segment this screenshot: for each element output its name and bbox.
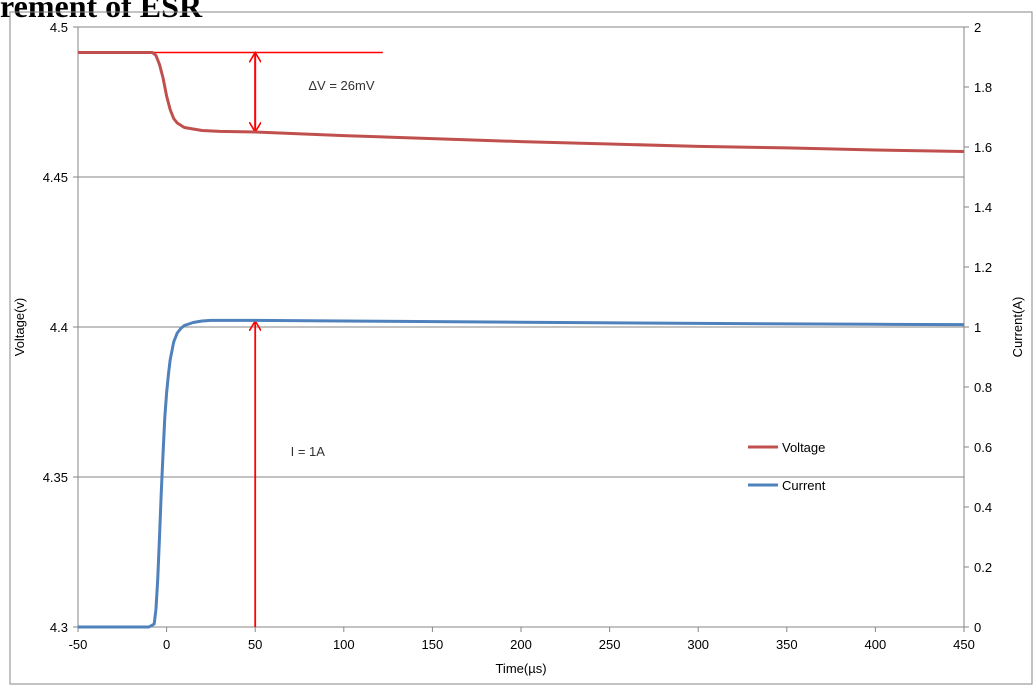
x-tick-label: 350	[776, 637, 798, 652]
y2-tick-label: 0.4	[974, 500, 992, 515]
gridlines	[78, 176, 964, 478]
annotations: ΔV = 26mV I = 1A	[291, 78, 375, 459]
y2-tick-label: 0.6	[974, 440, 992, 455]
y2-tick-label: 1.4	[974, 200, 992, 215]
reference-marks	[152, 53, 383, 627]
y-tick-label: 4.35	[43, 470, 68, 485]
x-tick-label: 200	[510, 637, 532, 652]
series-line-voltage	[78, 51, 965, 153]
x-tick-label: 400	[865, 637, 887, 652]
y2-axis-title: Current(A)	[1010, 297, 1025, 358]
x-tick-label: 450	[953, 637, 975, 652]
y2-tick-label: 1.6	[974, 140, 992, 155]
legend: Voltage Current	[748, 440, 826, 493]
y-tick-label: 4.4	[50, 320, 68, 335]
legend-label-voltage: Voltage	[782, 440, 825, 455]
current-annotation: I = 1A	[291, 444, 326, 459]
y2-axis-ticks: 0 0.2 0.4 0.6 0.8 1 1.2 1.4 1.6 1.8 2	[964, 20, 992, 635]
y2-tick-label: 0.8	[974, 380, 992, 395]
x-tick-label: 100	[333, 637, 355, 652]
series-line-current	[78, 318, 965, 629]
chart-border	[9, 11, 1033, 685]
y2-tick-label: 1.2	[974, 260, 992, 275]
y-tick-label: 4.45	[43, 170, 68, 185]
x-tick-label: 50	[248, 637, 262, 652]
x-axis-ticks: -50 0 50 100 150 200 250 300 350 400 450	[69, 627, 975, 652]
y2-tick-label: 0	[974, 620, 981, 635]
y2-tick-label: 0.2	[974, 560, 992, 575]
y2-tick-label: 1	[974, 320, 981, 335]
delta-v-annotation: ΔV = 26mV	[308, 78, 374, 93]
y2-tick-label: 2	[974, 20, 981, 35]
x-tick-label: 0	[163, 637, 170, 652]
y-axis-title: Voltage(v)	[12, 298, 27, 357]
series-lines	[78, 51, 965, 629]
y-tick-label: 4.3	[50, 620, 68, 635]
y2-tick-label: 1.8	[974, 80, 992, 95]
x-tick-label: 150	[422, 637, 444, 652]
x-tick-label: 250	[599, 637, 621, 652]
legend-label-current: Current	[782, 478, 826, 493]
y-axis-ticks: 4.3 4.35 4.4 4.45 4.5	[43, 20, 78, 635]
x-tick-label: -50	[69, 637, 88, 652]
x-tick-label: 300	[687, 637, 709, 652]
x-axis-title: Time(µs)	[495, 661, 546, 676]
y-tick-label: 4.5	[50, 20, 68, 35]
